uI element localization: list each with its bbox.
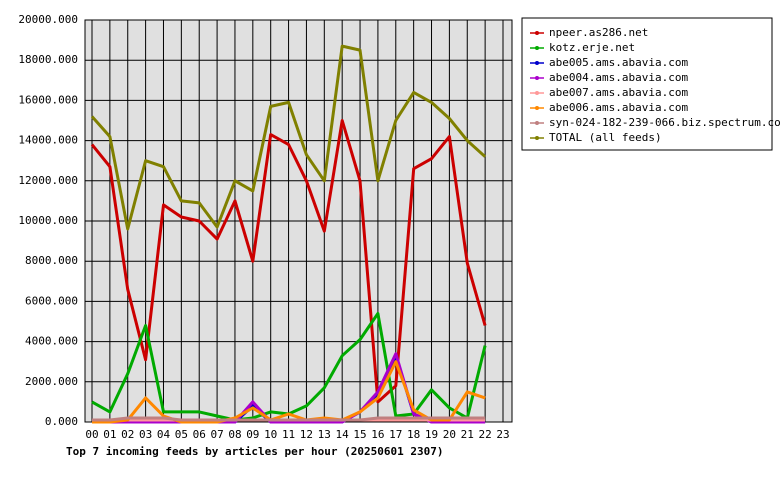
x-tick-label: 22 — [479, 428, 492, 441]
x-tick-label: 06 — [193, 428, 206, 441]
x-tick-label: 03 — [139, 428, 152, 441]
legend-dot — [535, 46, 539, 50]
y-tick-label: 8000.000 — [25, 254, 78, 267]
x-tick-label: 18 — [407, 428, 420, 441]
x-tick-label: 01 — [103, 428, 116, 441]
x-tick-label: 07 — [210, 428, 223, 441]
x-tick-label: 09 — [246, 428, 259, 441]
series-line — [90, 44, 487, 231]
legend-label: abe006.ams.abavia.com — [549, 101, 688, 114]
x-tick-label: 11 — [282, 428, 295, 441]
x-tick-label: 19 — [425, 428, 438, 441]
x-tick-label: 12 — [300, 428, 313, 441]
x-tick-label: 13 — [318, 428, 331, 441]
legend-box — [521, 17, 773, 151]
y-tick-label: 2000.000 — [25, 375, 78, 388]
y-tick-label: 20000.000 — [18, 13, 78, 26]
x-tick-label: 14 — [336, 428, 350, 441]
legend-dot — [535, 106, 539, 110]
x-tick-label: 00 — [85, 428, 98, 441]
x-tick-label: 10 — [264, 428, 277, 441]
x-tick-label: 21 — [461, 428, 474, 441]
legend-dot — [535, 121, 539, 125]
legend-label: npeer.as286.net — [549, 26, 648, 39]
series-line — [90, 119, 487, 404]
y-tick-label: 16000.000 — [18, 93, 78, 106]
legend-dot — [535, 76, 539, 80]
x-tick-label: 04 — [157, 428, 171, 441]
x-tick-label: 23 — [496, 428, 509, 441]
y-tick-label: 0.000 — [45, 415, 78, 428]
y-tick-label: 6000.000 — [25, 294, 78, 307]
x-tick-label: 05 — [175, 428, 188, 441]
legend-label: abe004.ams.abavia.com — [549, 71, 688, 84]
series-line — [92, 416, 486, 422]
legend-label: abe007.ams.abavia.com — [549, 86, 688, 99]
legend-dot — [535, 91, 539, 95]
x-tick-label: 17 — [389, 428, 402, 441]
x-tick-label: 16 — [371, 428, 384, 441]
x-tick-label: 02 — [121, 428, 134, 441]
legend-label: kotz.erje.net — [549, 41, 635, 54]
series-line — [92, 360, 486, 424]
legend-label: abe005.ams.abavia.com — [549, 56, 688, 69]
y-tick-label: 12000.000 — [18, 174, 78, 187]
y-tick-label: 14000.000 — [18, 134, 78, 147]
y-tick-label: 4000.000 — [25, 335, 78, 348]
legend-dot — [535, 31, 539, 35]
legend-label: TOTAL (all feeds) — [549, 131, 662, 144]
y-tick-label: 10000.000 — [18, 214, 78, 227]
legend-dot — [535, 136, 539, 140]
legend-dot — [535, 61, 539, 65]
legend-label: syn-024-182-239-066.biz.spectrum.com — [549, 116, 780, 129]
x-tick-label: 20 — [443, 428, 456, 441]
x-tick-label: 08 — [228, 428, 241, 441]
x-tick-label: 15 — [353, 428, 366, 441]
chart-title: Top 7 incoming feeds by articles per hou… — [66, 445, 444, 458]
y-tick-label: 18000.000 — [18, 53, 78, 66]
